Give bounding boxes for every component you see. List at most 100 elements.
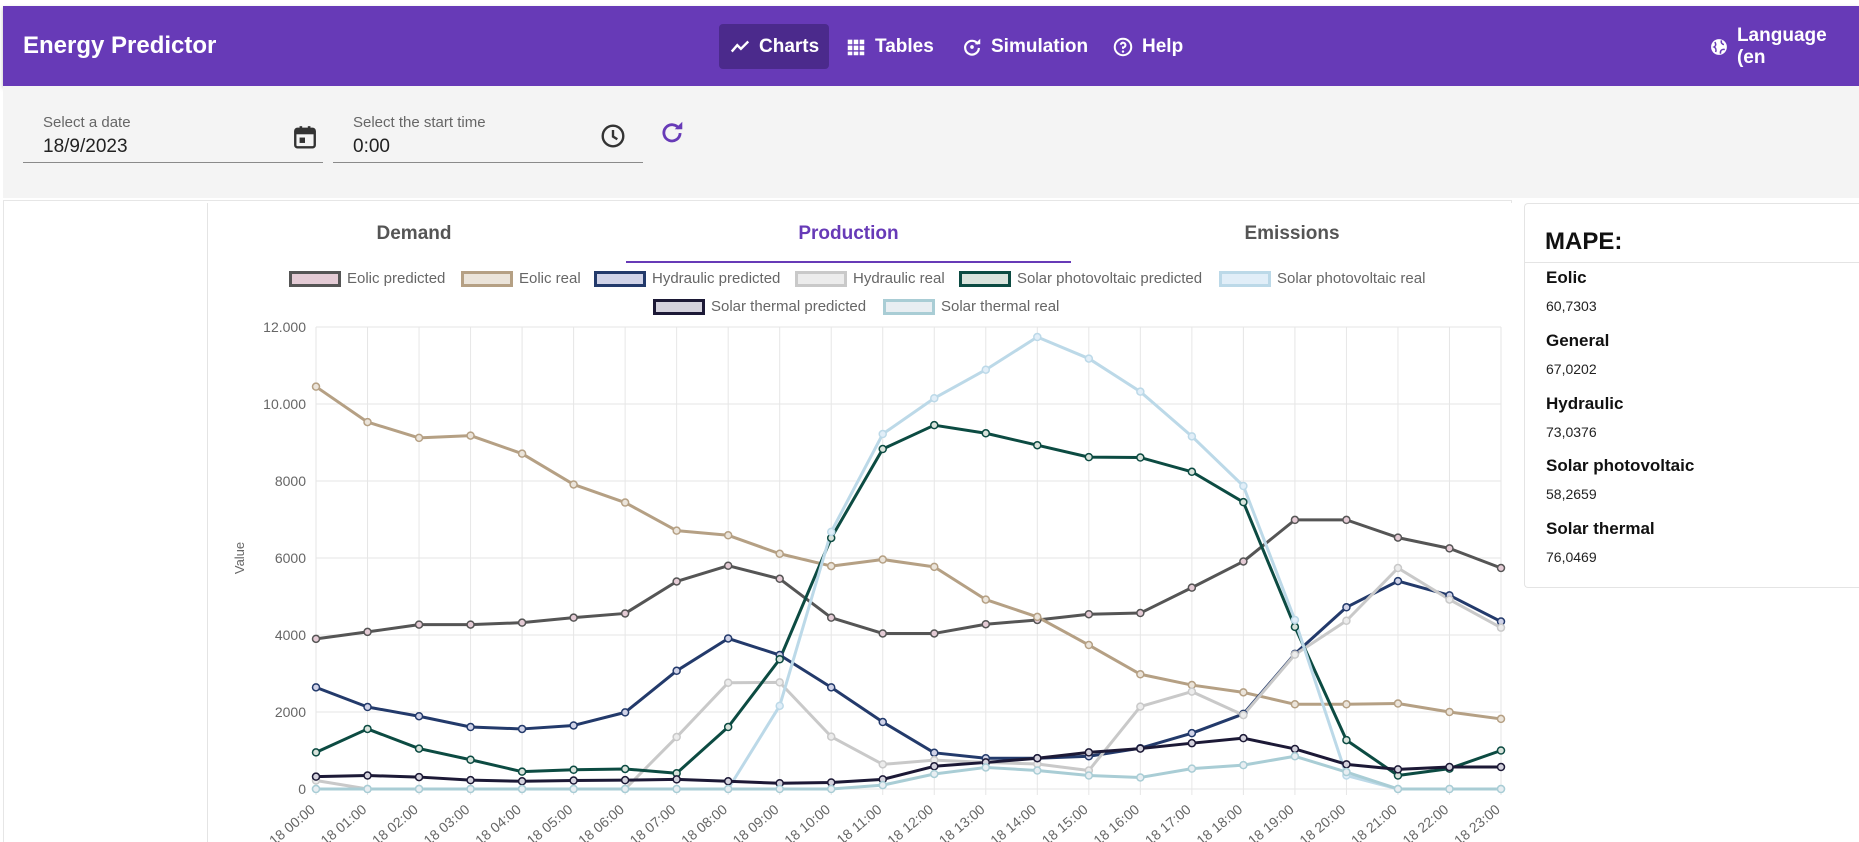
series-line <box>316 520 1501 639</box>
data-point <box>725 724 732 731</box>
mape-name: General <box>1546 331 1609 351</box>
x-tick-label: -18 03:00 <box>417 801 473 842</box>
data-point <box>725 635 732 642</box>
refresh-icon[interactable] <box>659 119 685 145</box>
data-point <box>725 786 732 793</box>
app-bar: Energy Predictor Charts Tables Simulatio… <box>3 6 1859 86</box>
mape-value: 76,0469 <box>1546 549 1597 565</box>
nav-charts[interactable]: Charts <box>719 24 829 69</box>
data-point <box>467 621 474 628</box>
data-point <box>519 725 526 732</box>
data-point <box>776 786 783 793</box>
data-point <box>570 722 577 729</box>
grid-icon <box>845 36 867 58</box>
x-tick-label: -18 23:00 <box>1447 801 1503 842</box>
data-point <box>622 499 629 506</box>
data-point <box>1446 786 1453 793</box>
data-point <box>725 679 732 686</box>
calendar-icon[interactable] <box>292 124 318 150</box>
data-point <box>570 766 577 773</box>
data-point <box>1291 651 1298 658</box>
x-tick-label: -18 22:00 <box>1396 801 1452 842</box>
data-point <box>725 532 732 539</box>
x-tick-label: -18 19:00 <box>1241 801 1297 842</box>
language-menu[interactable]: Language (en <box>1699 24 1859 69</box>
data-point <box>313 635 320 642</box>
data-point <box>1188 468 1195 475</box>
data-point <box>570 777 577 784</box>
nav-tables[interactable]: Tables <box>835 24 944 69</box>
x-tick-label: -18 02:00 <box>365 801 421 842</box>
data-point <box>982 764 989 771</box>
mape-value: 58,2659 <box>1546 486 1597 502</box>
data-point <box>931 749 938 756</box>
data-point <box>1085 611 1092 618</box>
nav-simulation[interactable]: Simulation <box>951 24 1098 69</box>
data-point <box>1291 616 1298 623</box>
data-point <box>1034 442 1041 449</box>
y-tick-label: 0 <box>298 781 306 797</box>
data-point <box>313 786 320 793</box>
data-point <box>1498 747 1505 754</box>
data-point <box>776 679 783 686</box>
mape-divider <box>1525 262 1859 263</box>
y-tick-label: 2000 <box>275 704 306 720</box>
mape-value: 60,7303 <box>1546 298 1597 314</box>
series-line <box>316 738 1501 783</box>
data-point <box>1446 709 1453 716</box>
data-point <box>1343 761 1350 768</box>
data-point <box>622 610 629 617</box>
data-point <box>1188 584 1195 591</box>
x-tick-label: -18 07:00 <box>623 801 679 842</box>
data-point <box>982 430 989 437</box>
data-point <box>1085 355 1092 362</box>
data-point <box>622 786 629 793</box>
data-point <box>1291 516 1298 523</box>
data-point <box>1034 755 1041 762</box>
data-point <box>1291 753 1298 760</box>
data-point <box>364 703 371 710</box>
data-point <box>570 614 577 621</box>
data-point <box>776 702 783 709</box>
data-point <box>1343 604 1350 611</box>
data-point <box>1291 745 1298 752</box>
time-field[interactable]: Select the start time 0:00 <box>333 114 643 163</box>
mape-name: Hydraulic <box>1546 394 1623 414</box>
time-value: 0:00 <box>353 136 390 158</box>
data-point <box>1394 565 1401 572</box>
data-point <box>570 481 577 488</box>
x-tick-label: -18 04:00 <box>468 801 524 842</box>
nav-simulation-label: Simulation <box>991 36 1088 58</box>
data-point <box>364 628 371 635</box>
x-tick-label: -18 09:00 <box>726 801 782 842</box>
data-point <box>931 395 938 402</box>
data-point <box>519 450 526 457</box>
data-point <box>982 621 989 628</box>
data-point <box>1240 483 1247 490</box>
data-point <box>1343 769 1350 776</box>
x-tick-label: -18 17:00 <box>1138 801 1194 842</box>
data-point <box>1291 623 1298 630</box>
date-field[interactable]: Select a date 18/9/2023 <box>23 114 323 163</box>
time-label: Select the start time <box>353 114 486 131</box>
date-label: Select a date <box>43 114 131 131</box>
data-point <box>776 656 783 663</box>
data-point <box>519 619 526 626</box>
data-point <box>364 786 371 793</box>
x-tick-label: -18 10:00 <box>778 801 834 842</box>
nav-help[interactable]: Help <box>1102 24 1193 69</box>
series-line <box>316 425 1501 775</box>
clock-icon[interactable] <box>600 123 626 149</box>
data-point <box>1343 737 1350 744</box>
data-point <box>364 419 371 426</box>
data-point <box>467 786 474 793</box>
line-chart-icon <box>729 36 751 58</box>
data-point <box>673 776 680 783</box>
data-point <box>673 786 680 793</box>
data-point <box>416 621 423 628</box>
x-tick-label: -18 00:00 <box>262 801 318 842</box>
data-point <box>364 725 371 732</box>
data-point <box>1498 715 1505 722</box>
data-point <box>1137 703 1144 710</box>
data-point <box>313 773 320 780</box>
